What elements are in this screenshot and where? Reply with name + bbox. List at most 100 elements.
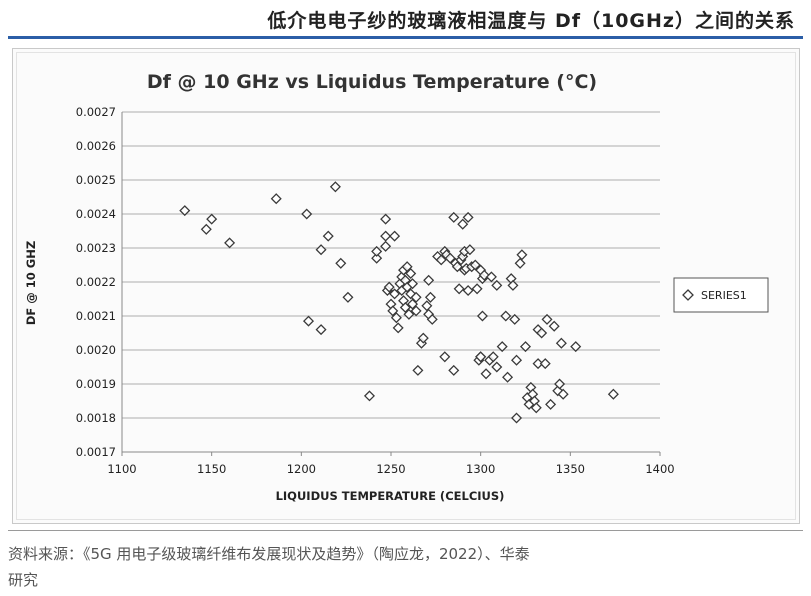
data-point-diamond	[426, 313, 438, 325]
data-point-diamond	[557, 388, 569, 400]
gridlines	[122, 111, 660, 419]
data-point-diamond	[545, 398, 557, 410]
y-tick-label: 0.0026	[76, 139, 116, 153]
data-point-diamond	[392, 322, 404, 334]
x-tick-label: 1200	[287, 462, 316, 476]
data-point-diamond	[403, 308, 415, 320]
data-point-diamond	[476, 310, 488, 322]
data-point-diamond	[179, 205, 191, 217]
data-point-diamond	[410, 305, 422, 317]
y-tick-label: 0.0019	[76, 377, 116, 391]
data-point-diamond	[371, 252, 383, 264]
data-point-diamond	[469, 259, 481, 271]
y-tick-label: 0.0027	[76, 105, 116, 119]
data-point-diamond	[570, 341, 582, 353]
data-point-diamond	[329, 181, 341, 193]
data-point-diamond	[421, 300, 433, 312]
x-tick-label: 1300	[466, 462, 495, 476]
data-point-diamond	[471, 283, 483, 295]
data-point-diamond	[407, 298, 419, 310]
y-tick-label: 0.0017	[76, 445, 116, 459]
data-point-diamond	[389, 288, 401, 300]
data-point-diamond	[500, 310, 512, 322]
data-point-diamond	[200, 223, 212, 235]
data-point-diamond	[390, 312, 402, 324]
x-tick-label: 1100	[107, 462, 136, 476]
data-point-diamond	[322, 230, 334, 242]
data-point-diamond	[302, 315, 315, 327]
y-tick-label: 0.0024	[76, 207, 116, 221]
data-point-diamond	[516, 249, 528, 261]
data-point-diamond	[491, 361, 503, 373]
title-underline	[8, 36, 803, 39]
data-point-diamond	[511, 354, 523, 366]
data-point-diamond	[507, 279, 519, 291]
data-point-diamond	[380, 230, 392, 242]
data-point-diamond	[405, 267, 417, 280]
data-point-diamond	[387, 305, 399, 317]
data-point-diamond	[315, 244, 327, 256]
data-point-diamond	[301, 208, 313, 220]
data-point-diamond	[371, 245, 383, 257]
data-point-diamond	[451, 261, 463, 273]
data-point-diamond	[448, 364, 460, 376]
data-point-diamond	[435, 254, 447, 266]
data-point-diamond	[462, 211, 474, 223]
y-axis-label: DF @ 10 GHZ	[24, 241, 38, 325]
y-tick-label: 0.0025	[76, 173, 116, 187]
data-point-diamond	[363, 390, 375, 402]
data-point-diamond	[410, 291, 422, 303]
data-point-diamond	[335, 257, 347, 269]
data-point-diamond	[206, 213, 218, 225]
data-point-diamond	[475, 351, 487, 363]
data-point-diamond	[401, 261, 413, 273]
data-point-diamond	[532, 358, 544, 370]
y-tick-label: 0.0018	[76, 411, 116, 425]
data-point-diamond	[453, 283, 465, 295]
legend: SERIES1	[673, 277, 769, 313]
source-line-1: 资料来源：《5G 用电子级玻璃纤维布发展现状及趋势》（陶应龙，2022）、华泰	[8, 545, 530, 563]
data-point-diamond	[383, 281, 395, 293]
data-point-diamond	[485, 271, 497, 283]
document-title: 低介电电子纱的玻璃液相温度与 Df（10GHz）之间的关系	[267, 10, 795, 32]
data-point-diamond	[502, 371, 514, 383]
legend-diamond-icon	[682, 289, 694, 301]
data-point-diamond	[496, 341, 508, 353]
data-point-diamond	[342, 291, 354, 303]
data-point-diamond	[448, 211, 460, 223]
data-point-diamond	[412, 364, 424, 376]
data-point-diamond	[548, 320, 560, 332]
data-point-diamond	[439, 351, 451, 363]
data-point-diamond	[399, 301, 411, 314]
data-point-diamond	[530, 402, 542, 414]
source-divider	[8, 530, 803, 531]
data-point-diamond	[270, 193, 282, 205]
data-point-diamond	[487, 351, 499, 363]
data-point-diamond	[536, 327, 548, 339]
x-tick-label: 1150	[197, 462, 226, 476]
y-tick-label: 0.0022	[76, 275, 116, 289]
data-point-diamond	[519, 341, 532, 353]
data-point-diamond	[554, 378, 566, 390]
data-point-diamond	[555, 337, 567, 349]
data-point-diamond	[423, 274, 435, 286]
y-tick-label: 0.0020	[76, 343, 116, 357]
axes: 0.0017 0.0018 0.0019 0.0020 0.0021 0.0022 0.00…	[76, 105, 675, 476]
data-point-diamond	[480, 368, 492, 380]
data-point-diamond	[464, 244, 476, 256]
data-point-diamond	[405, 288, 417, 300]
x-tick-label: 1400	[645, 462, 674, 476]
data-point-diamond	[607, 388, 619, 400]
data-point-diamond	[444, 252, 456, 264]
source-note: 资料来源：《5G 用电子级玻璃纤维布发展现状及趋势》（陶应龙，2022）、华泰 …	[8, 541, 803, 593]
data-point-diamond	[424, 291, 436, 303]
data-point-diamond	[380, 213, 392, 225]
data-point-diamond	[462, 284, 474, 297]
data-point-diamond	[541, 313, 553, 325]
data-point-diamond	[389, 230, 401, 242]
data-point-diamond	[224, 237, 236, 249]
data-points	[179, 181, 619, 424]
data-point-diamond	[457, 218, 469, 230]
data-point-diamond	[315, 324, 327, 336]
